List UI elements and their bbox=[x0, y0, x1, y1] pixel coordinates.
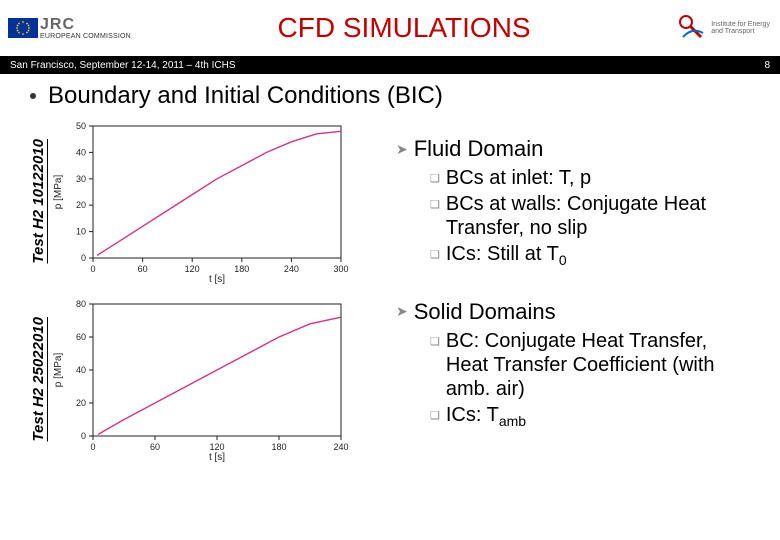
main-bullet-text: Boundary and Initial Conditions (BIC) bbox=[48, 82, 443, 110]
svg-text:60: 60 bbox=[138, 264, 148, 274]
svg-text:40: 40 bbox=[76, 147, 86, 157]
svg-text:20: 20 bbox=[76, 398, 86, 408]
list-item-text: ICs: Tamb bbox=[446, 403, 526, 430]
page-title: CFD SIMULATIONS bbox=[131, 12, 677, 44]
list-item: ❑BCs at walls: Conjugate Heat Transfer, … bbox=[430, 192, 750, 240]
svg-text:0: 0 bbox=[90, 264, 95, 274]
bullet-icon bbox=[30, 93, 36, 99]
list-item-text: BCs at walls: Conjugate Heat Transfer, n… bbox=[446, 192, 750, 240]
iet-icon bbox=[677, 13, 707, 43]
section-0: ➤Fluid Domain❑BCs at inlet: T, p❑BCs at … bbox=[396, 136, 750, 269]
chart-1-side-label: Test H2 10122010 bbox=[30, 139, 47, 264]
list-item: ❑ ICs: Still at T0 bbox=[430, 242, 750, 269]
chart-1: 0 60 120 180 240 300 0 10 20 30 40 50 t [s] p [MPa] bbox=[51, 116, 351, 286]
svg-text:240: 240 bbox=[284, 264, 299, 274]
svg-text:p [MPa]: p [MPa] bbox=[53, 175, 64, 210]
section-title: Fluid Domain bbox=[414, 136, 544, 162]
square-icon: ❑ bbox=[430, 173, 440, 190]
svg-text:0: 0 bbox=[81, 253, 86, 263]
iet-logo: Institute for Energy and Transport bbox=[677, 13, 770, 43]
svg-text:120: 120 bbox=[185, 264, 200, 274]
list-item-text: BCs at inlet: T, p bbox=[446, 166, 591, 190]
list-item-text: BC: Conjugate Heat Transfer, Heat Transf… bbox=[446, 329, 750, 401]
list-item: ❑ BCs at inlet: T, p bbox=[430, 166, 750, 190]
header: JRC EUROPEAN COMMISSION CFD SIMULATIONS … bbox=[0, 0, 780, 56]
svg-text:t [s]: t [s] bbox=[209, 452, 225, 463]
svg-text:40: 40 bbox=[76, 365, 86, 375]
iet-line2: and Transport bbox=[711, 28, 770, 35]
list-item: ❑ ICs: Tamb bbox=[430, 403, 750, 430]
slide-number: 8 bbox=[764, 60, 770, 71]
section-1: ➤Solid Domains❑BC: Conjugate Heat Transf… bbox=[396, 299, 750, 430]
chart-2-side-label: Test H2 25022010 bbox=[30, 317, 47, 442]
svg-text:120: 120 bbox=[209, 442, 224, 452]
main-bullet: Boundary and Initial Conditions (BIC) bbox=[30, 82, 750, 110]
ec-text: EUROPEAN COMMISSION bbox=[40, 33, 131, 40]
square-icon: ❑ bbox=[430, 249, 440, 269]
text-column: ➤Fluid Domain❑BCs at inlet: T, p❑BCs at … bbox=[396, 116, 750, 464]
svg-text:10: 10 bbox=[76, 227, 86, 237]
square-icon: ❑ bbox=[430, 199, 440, 240]
list-item-text: ICs: Still at T0 bbox=[446, 242, 567, 269]
svg-text:0: 0 bbox=[90, 442, 95, 452]
svg-text:180: 180 bbox=[234, 264, 249, 274]
arrow-icon: ➤ bbox=[396, 303, 408, 320]
svg-text:0: 0 bbox=[81, 431, 86, 441]
arrow-icon: ➤ bbox=[396, 141, 408, 158]
svg-text:20: 20 bbox=[76, 200, 86, 210]
conference-info: San Francisco, September 12-14, 2011 – 4… bbox=[10, 60, 236, 71]
list-item: ❑BC: Conjugate Heat Transfer, Heat Trans… bbox=[430, 329, 750, 401]
footer-bar: San Francisco, September 12-14, 2011 – 4… bbox=[0, 56, 780, 74]
jrc-logo: JRC EUROPEAN COMMISSION bbox=[8, 17, 131, 40]
chart-1-block: Test H2 10122010 0 60 120 180 240 300 0 10 20 30 4… bbox=[30, 116, 380, 286]
svg-text:80: 80 bbox=[76, 299, 86, 309]
svg-text:240: 240 bbox=[333, 442, 348, 452]
svg-text:180: 180 bbox=[271, 442, 286, 452]
svg-text:30: 30 bbox=[76, 174, 86, 184]
svg-text:p [MPa]: p [MPa] bbox=[53, 353, 64, 388]
square-icon: ❑ bbox=[430, 410, 440, 430]
svg-text:300: 300 bbox=[333, 264, 348, 274]
svg-text:60: 60 bbox=[76, 332, 86, 342]
svg-text:60: 60 bbox=[150, 442, 160, 452]
section-title: Solid Domains bbox=[414, 299, 556, 325]
iet-line1: Institute for Energy bbox=[711, 21, 770, 28]
charts-column: Test H2 10122010 0 60 120 180 240 300 0 10 20 30 4… bbox=[30, 116, 380, 464]
eu-flag-icon bbox=[8, 18, 38, 38]
chart-2: 0 60 120 180 240 0 20 40 60 80 t [s] p [MPa] bbox=[51, 294, 351, 464]
jrc-text: JRC bbox=[40, 17, 131, 33]
chart-2-block: Test H2 25022010 0 60 120 180 240 0 20 40 60 80 t … bbox=[30, 294, 380, 464]
svg-text:50: 50 bbox=[76, 121, 86, 131]
svg-text:t [s]: t [s] bbox=[209, 274, 225, 285]
square-icon: ❑ bbox=[430, 336, 440, 401]
